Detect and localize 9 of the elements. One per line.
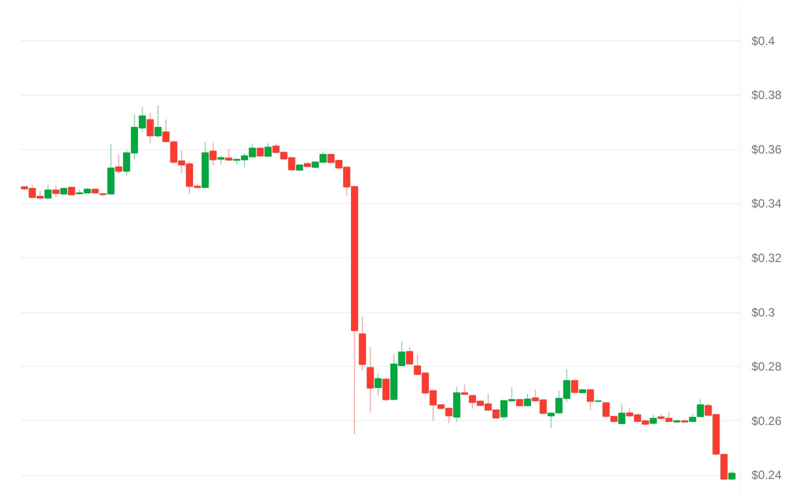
y-tick-label: $0.24 — [752, 468, 782, 482]
y-tick-label: $0.4 — [752, 34, 776, 48]
y-tick-label: $0.26 — [752, 414, 782, 428]
y-tick-label: $0.36 — [752, 142, 782, 156]
y-tick-label: $0.32 — [752, 250, 782, 265]
y-tick-label: $0.38 — [752, 88, 782, 102]
y-tick-label: $0.28 — [752, 360, 782, 374]
y-tick-label: $0.34 — [752, 196, 782, 211]
y-tick-label: $0.3 — [752, 305, 776, 320]
